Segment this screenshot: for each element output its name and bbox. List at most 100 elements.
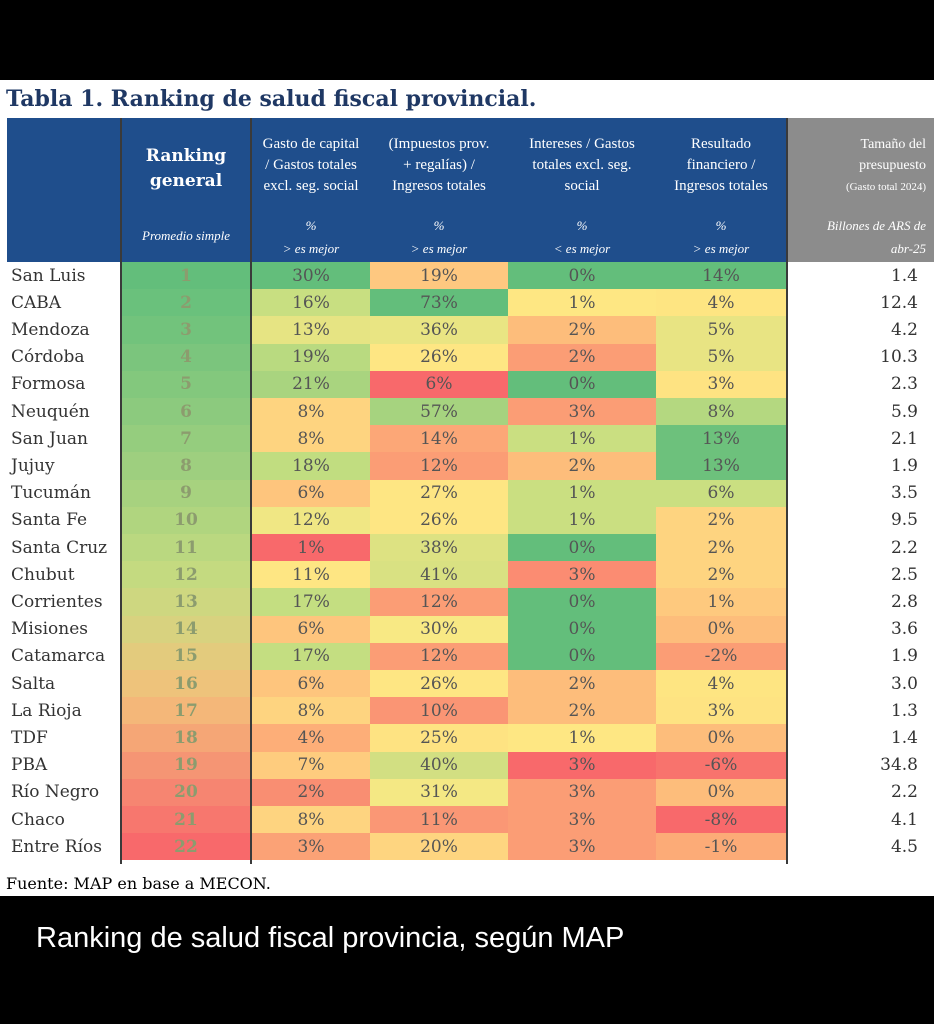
budget-size-cell: 2.3 <box>788 370 934 398</box>
table-row: Corrientes 13 17% 12% 0% 1% 2.8 <box>0 588 934 616</box>
header-resultado-line1: Resultado <box>691 136 751 152</box>
rank-cell: 2 <box>122 289 250 317</box>
table-row: Mendoza 3 13% 36% 2% 5% 4.2 <box>0 316 934 344</box>
header-tamano-line1: Tamaño del <box>860 137 927 152</box>
province-name-cell: Santa Cruz <box>0 534 120 562</box>
header-impuestos-line2: + regalías) / <box>403 157 475 173</box>
impuestos-cell: 20% <box>370 833 508 861</box>
province-name-cell: PBA <box>0 751 120 779</box>
table-row: Santa Cruz 11 1% 38% 0% 2% 2.2 <box>0 534 934 562</box>
table-row: Santa Fe 10 12% 26% 1% 2% 9.5 <box>0 506 934 534</box>
header-tamano: Tamaño del presupuesto (Gasto total 2024… <box>788 118 934 262</box>
resultado-cell: 3% <box>656 697 786 725</box>
gasto-capital-cell: 7% <box>252 751 370 779</box>
budget-size-cell: 1.9 <box>788 642 934 670</box>
resultado-cell: 14% <box>656 262 786 290</box>
gasto-capital-cell: 30% <box>252 262 370 290</box>
header-impuestos-line3: Ingresos totales <box>392 178 486 194</box>
header-impuestos-rule: > es mejor <box>410 241 468 256</box>
rank-cell: 1 <box>122 262 250 290</box>
table-row: Jujuy 8 18% 12% 2% 13% 1.9 <box>0 452 934 480</box>
column-divider <box>120 118 122 864</box>
rank-cell: 19 <box>122 751 250 779</box>
table-row: Neuquén 6 8% 57% 3% 8% 5.9 <box>0 398 934 426</box>
rank-cell: 3 <box>122 316 250 344</box>
table-row: PBA 19 7% 40% 3% -6% 34.8 <box>0 751 934 779</box>
header-ranking-line2: general <box>149 171 223 191</box>
header-ranking-sub: Promedio simple <box>142 228 230 243</box>
header-tamano-line2: presupuesto <box>859 158 926 173</box>
header-gasto-capital: Gasto de capital / Gastos totales excl. … <box>252 118 370 262</box>
table-row: Chaco 21 8% 11% 3% -8% 4.1 <box>0 806 934 834</box>
resultado-cell: 5% <box>656 316 786 344</box>
intereses-cell: 0% <box>508 642 656 670</box>
gasto-capital-cell: 21% <box>252 370 370 398</box>
impuestos-cell: 26% <box>370 670 508 698</box>
gasto-capital-cell: 13% <box>252 316 370 344</box>
resultado-cell: -1% <box>656 833 786 861</box>
gasto-capital-cell: 12% <box>252 506 370 534</box>
resultado-cell: 0% <box>656 615 786 643</box>
intereses-cell: 3% <box>508 833 656 861</box>
budget-size-cell: 3.6 <box>788 615 934 643</box>
rank-cell: 12 <box>122 561 250 589</box>
gasto-capital-cell: 8% <box>252 697 370 725</box>
gasto-capital-cell: 8% <box>252 806 370 834</box>
province-name-cell: Tucumán <box>0 479 120 507</box>
gasto-capital-cell: 17% <box>252 588 370 616</box>
header-impuestos: (Impuestos prov. + regalías) / Ingresos … <box>370 118 508 262</box>
budget-size-cell: 2.5 <box>788 561 934 589</box>
resultado-cell: 5% <box>656 343 786 371</box>
province-name-cell: Neuquén <box>0 398 120 426</box>
header-intereses-line2: totales excl. seg. <box>532 157 632 173</box>
resultado-cell: 4% <box>656 670 786 698</box>
image-caption: Ranking de salud fiscal provincia, según… <box>36 922 625 954</box>
table-row: Catamarca 15 17% 12% 0% -2% 1.9 <box>0 642 934 670</box>
impuestos-cell: 12% <box>370 452 508 480</box>
resultado-cell: 13% <box>656 425 786 453</box>
table-row: San Luis 1 30% 19% 0% 14% 1.4 <box>0 262 934 290</box>
budget-size-cell: 34.8 <box>788 751 934 779</box>
budget-size-cell: 10.3 <box>788 343 934 371</box>
header-resultado: Resultado financiero / Ingresos totales … <box>656 118 786 262</box>
province-name-cell: Río Negro <box>0 778 120 806</box>
header-intereses-unit: % <box>576 218 588 233</box>
province-name-cell: Jujuy <box>0 452 120 480</box>
gasto-capital-cell: 1% <box>252 534 370 562</box>
table-row: Chubut 12 11% 41% 3% 2% 2.5 <box>0 561 934 589</box>
header-gasto-line1: Gasto de capital <box>262 136 360 152</box>
rank-cell: 14 <box>122 615 250 643</box>
budget-size-cell: 2.1 <box>788 425 934 453</box>
header-intereses: Intereses / Gastos totales excl. seg. so… <box>508 118 656 262</box>
impuestos-cell: 40% <box>370 751 508 779</box>
budget-size-cell: 4.1 <box>788 806 934 834</box>
resultado-cell: 8% <box>656 398 786 426</box>
impuestos-cell: 26% <box>370 343 508 371</box>
table-row: CABA 2 16% 73% 1% 4% 12.4 <box>0 289 934 317</box>
resultado-cell: 2% <box>656 534 786 562</box>
header-resultado-rule: > es mejor <box>692 241 750 256</box>
intereses-cell: 1% <box>508 724 656 752</box>
table-row: Formosa 5 21% 6% 0% 3% 2.3 <box>0 370 934 398</box>
impuestos-cell: 25% <box>370 724 508 752</box>
table-row: Río Negro 20 2% 31% 3% 0% 2.2 <box>0 778 934 806</box>
budget-size-cell: 1.4 <box>788 262 934 290</box>
rank-cell: 22 <box>122 833 250 861</box>
impuestos-cell: 11% <box>370 806 508 834</box>
province-name-cell: La Rioja <box>0 697 120 725</box>
header-impuestos-unit: % <box>433 218 445 233</box>
rank-cell: 4 <box>122 343 250 371</box>
province-name-cell: Salta <box>0 670 120 698</box>
budget-size-cell: 4.5 <box>788 833 934 861</box>
header-tamano-unit: Billones de ARS de <box>826 218 926 233</box>
header-intereses-rule: < es mejor <box>553 241 611 256</box>
impuestos-cell: 10% <box>370 697 508 725</box>
impuestos-cell: 38% <box>370 534 508 562</box>
impuestos-cell: 31% <box>370 778 508 806</box>
rank-cell: 16 <box>122 670 250 698</box>
province-name-cell: Formosa <box>0 370 120 398</box>
gasto-capital-cell: 6% <box>252 479 370 507</box>
budget-size-cell: 3.5 <box>788 479 934 507</box>
impuestos-cell: 57% <box>370 398 508 426</box>
budget-size-cell: 4.2 <box>788 316 934 344</box>
